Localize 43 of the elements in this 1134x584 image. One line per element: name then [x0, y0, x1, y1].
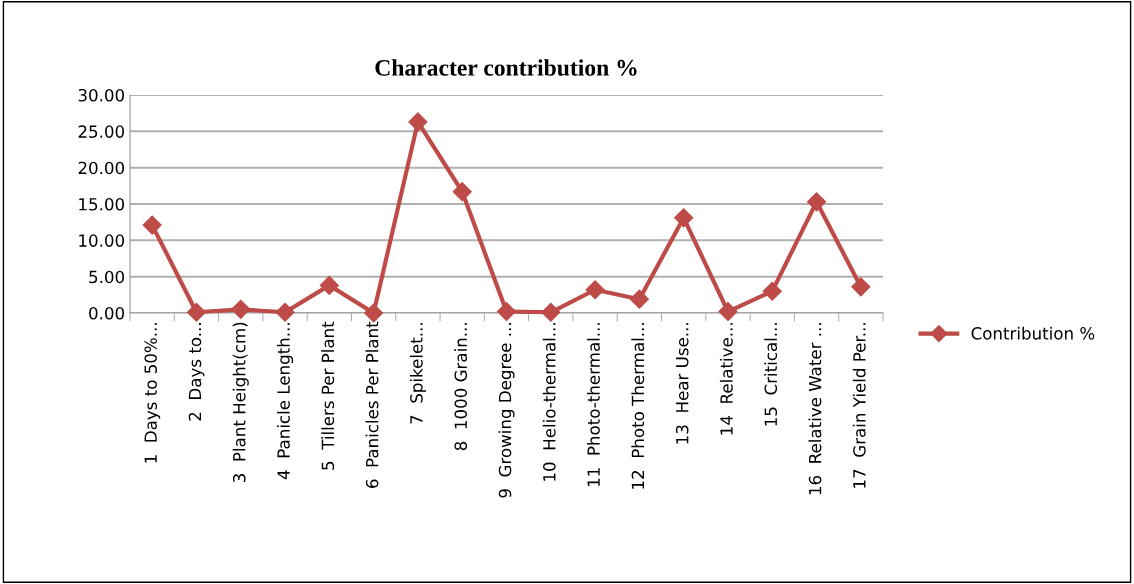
point	[674, 208, 694, 228]
y-tick-label: 20.00	[78, 161, 125, 175]
x-tick-label: 10 Helio-thermal...	[542, 323, 556, 481]
point	[186, 302, 206, 322]
point	[585, 280, 605, 300]
x-tick-label: 3 Plant Height(cm)	[232, 322, 249, 483]
y-tick-label: 0.00	[89, 306, 125, 320]
chart-title: Character contribution %	[375, 59, 637, 76]
point	[541, 302, 561, 322]
y-tick-label: 15.00	[79, 197, 125, 211]
y-tick-label: 30.00	[78, 88, 125, 102]
point	[452, 182, 472, 202]
x-tick-label: 7 Spikelet...	[409, 323, 426, 424]
x-tick-label: 4 Panicle Length...	[276, 323, 294, 480]
point	[851, 277, 871, 297]
point	[718, 302, 738, 322]
point	[807, 192, 827, 212]
x-tick-label: 12 Photo Thermal...	[631, 323, 645, 489]
x-tick-label: 9 Growing Degree ...	[498, 323, 515, 498]
point	[364, 303, 384, 323]
point	[629, 289, 649, 309]
point	[231, 299, 251, 319]
point	[275, 302, 295, 322]
point	[319, 275, 339, 295]
x-tick-label: 2 Days to...	[188, 323, 205, 421]
point	[142, 215, 162, 235]
x-tick-label: 8 1000 Grain...	[454, 323, 468, 451]
x-tick-label: 16 Relative Water ...	[808, 323, 822, 495]
y-tick-label: 5.00	[89, 270, 125, 284]
y-tick-label: 10.00	[79, 234, 125, 247]
legend-label: Contribution %	[971, 326, 1095, 340]
x-tick-label: 17 Grain Yield Per...	[852, 323, 866, 488]
x-tick-label: 6 Panicles Per Plant	[365, 321, 379, 488]
point	[496, 302, 517, 322]
point	[762, 281, 782, 301]
point	[408, 112, 428, 132]
x-tick-label: 14 Relative...	[719, 323, 733, 435]
x-tick-label: 1 Days to 50%...	[144, 323, 161, 463]
x-tick-label: 13 Hear Use...	[675, 323, 689, 444]
x-tick-label: 15 Critical...	[764, 323, 778, 426]
y-tick-label: 25.00	[78, 125, 125, 138]
x-tick-label: 5 Tillers Per Plant	[321, 321, 335, 470]
x-tick-label: 11 Photo-thermal...	[587, 323, 600, 487]
